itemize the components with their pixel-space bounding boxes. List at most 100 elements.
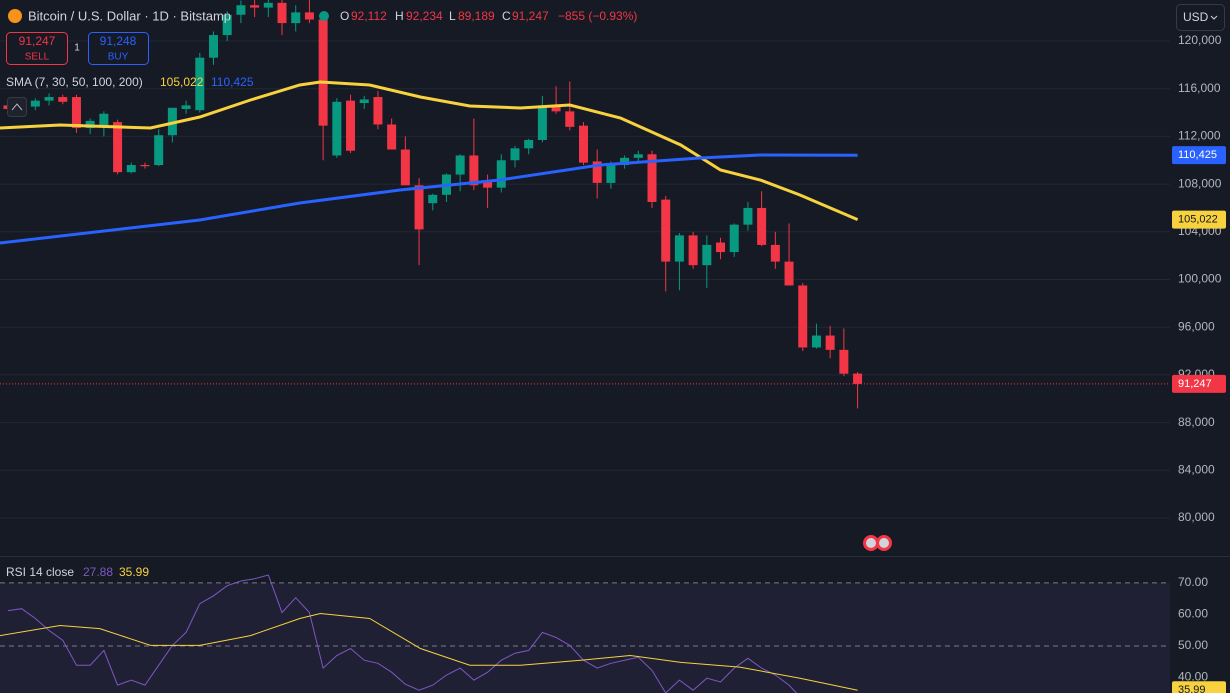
buy-button[interactable] [88,32,149,65]
candle-body [222,14,232,36]
indicator-value: 110,425 [211,75,254,89]
candle-body [743,207,753,225]
y-tick-label: 120,000 [1178,33,1222,47]
bitcoin-icon [8,9,22,23]
rsi-value: 27.88 [83,565,113,579]
y-tick-label: 40.00 [1178,670,1208,684]
buy-label: BUY [108,52,129,63]
candle-body [277,2,287,24]
rsi-ma-value: 35.99 [119,565,149,579]
candle-body [71,97,81,129]
candle-body [400,149,410,186]
rsi-band [0,582,1170,693]
candle-body [811,335,821,348]
price-change: −855 (−0.93%) [558,9,637,23]
y-tick-label: 88,000 [1178,415,1215,429]
candle-body [263,2,273,8]
ohlc-prefix: C [502,9,511,23]
y-tick-label: 84,000 [1178,462,1215,476]
sell-price: 91,247 [19,34,56,48]
candle-body [387,124,397,150]
indicator-legend: SMA (7, 30, 50, 100, 200) [6,75,143,89]
candle-body [483,181,493,188]
ohlc-value: 92,112 [351,9,387,23]
candle-body [236,5,246,15]
price-tag [1172,681,1226,693]
candle-body [784,261,794,286]
candle-body [140,165,150,167]
candle-body [606,165,616,183]
candle-body [770,244,780,262]
candle-body [578,125,588,163]
candle-body [565,111,575,127]
indicator-value: 105,022 [160,75,204,89]
currency: USD [1183,10,1209,24]
dropdown-arrow [1210,15,1218,20]
candle-body [154,135,164,166]
candle-body [647,154,657,202]
candle-body [414,185,424,230]
sma-line [0,153,858,245]
y-tick-label: 60.00 [1178,607,1208,621]
candle-body [304,12,314,20]
rsi-line [7,574,798,693]
candle-body [58,97,68,102]
sell-label: SELL [25,52,50,63]
sell-button[interactable] [6,32,68,65]
candle-body [373,97,383,125]
y-tick-label: 116,000 [1178,81,1221,95]
y-tick-label: 50.00 [1178,638,1208,652]
candle-body [551,105,561,112]
candle-body [167,107,177,136]
candle-body [208,35,218,58]
candle-body [537,105,547,140]
candle-body [250,5,260,8]
candle-body [620,157,630,166]
candle-body [688,235,698,266]
ohlc-prefix: H [395,9,404,23]
spread: 1 [74,43,80,54]
currency-select[interactable] [1176,4,1225,31]
candle-body [496,160,506,188]
price-tag [1172,146,1226,165]
y-tick-label: 80,000 [1178,510,1215,524]
y-tick-label: 100,000 [1178,272,1222,286]
buy-price: 91,248 [100,34,137,48]
ohlc-prefix: O [340,9,349,23]
candle-body [85,120,95,129]
price-tag-label: 105,022 [1178,214,1218,226]
candle-body [592,161,602,183]
candle-body [798,285,808,348]
candle-body [346,100,356,151]
candle-body [126,165,136,173]
candle-body [633,154,643,158]
ohlc-prefix: L [449,9,456,23]
rsi-line [0,612,858,691]
sma-line [0,80,859,221]
y-tick-label: 96,000 [1178,319,1215,333]
candle-body [195,57,205,111]
collapse-icon [11,103,23,111]
candle-body [839,349,849,374]
candle-body [757,207,767,245]
ohlc-value: 91,247 [512,9,549,23]
ohlc-value: 92,234 [406,9,443,23]
collapse-button[interactable] [7,97,27,117]
ohlc-value: 89,189 [458,9,495,23]
candle-body [661,199,671,262]
candle-body [318,19,328,126]
event-icon-inner [866,538,876,548]
market-status [319,11,329,21]
candle-body [825,335,835,350]
price-tag [1172,210,1226,229]
candle-body [524,139,534,149]
candle-body [469,155,479,186]
candle-body [30,100,40,107]
y-tick-label: 108,000 [1178,176,1222,190]
event-icon-inner [879,538,889,548]
price-tag [1172,374,1226,393]
candle-body [428,194,438,204]
candle-body [729,224,739,253]
